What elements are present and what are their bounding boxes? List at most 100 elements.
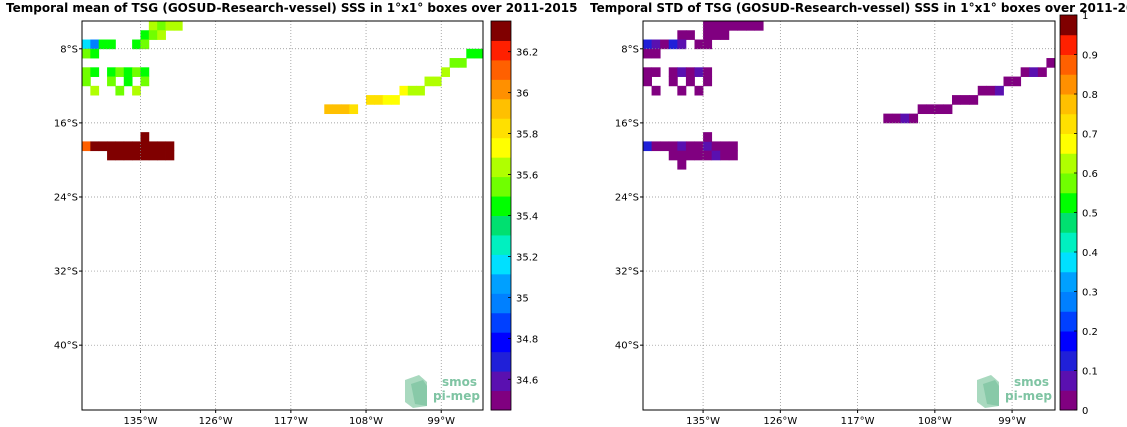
data-cell [90,141,100,152]
colorbar-segment [491,351,511,372]
logo-mark [983,380,999,406]
data-cell [720,150,730,161]
colorbar-segment [1060,113,1077,134]
data-cell [374,95,384,105]
data-cell [677,85,687,96]
data-cell [711,150,721,161]
data-cell [82,67,91,77]
data-cell [668,67,678,77]
data-cell [165,141,175,152]
colorbar-segment [1060,390,1077,411]
data-cell [926,104,936,115]
data-cell [703,21,713,31]
colorbar-tick-label: 34.6 [516,375,538,386]
data-cell [883,113,893,124]
data-cell [651,48,661,59]
mean-sss-map: 135°W 126°W 117°W 108°W 99°W 8°S 16°S 24°S 32°S 4… [54,20,538,427]
data-cell [643,141,652,152]
colorbar-segment [491,293,511,314]
data-cell [677,141,687,152]
colorbar-segment [491,254,511,275]
data-cell [140,30,150,40]
y-tick-label: 32°S [54,267,78,278]
data-cell [703,141,713,152]
data-cell [165,21,175,31]
x-tick-label: 126°W [763,416,797,427]
data-cell [82,141,91,152]
y-tick-label: 24°S [615,192,639,203]
data-cell [140,132,150,142]
colorbar-segment [491,234,511,255]
x-tick-label: 135°W [123,416,157,427]
colorbar-segment [491,157,511,178]
data-cell [694,85,704,96]
colorbar-tick-label: 0.1 [1082,367,1098,378]
colorbar-tick-label: 35 [516,293,529,304]
data-cell [157,30,166,40]
colorbar-tick-label: 0.3 [1082,288,1098,299]
data-cell [157,21,166,31]
data-cell [107,67,116,77]
colorbar-segment [1060,271,1077,292]
data-cell [746,21,755,31]
plot-frame [81,20,484,411]
data-cell [457,58,467,68]
colorbar-tick-label: 0.9 [1082,51,1098,62]
data-cell [90,48,100,59]
data-cell [123,76,133,87]
colorbar-segment [1060,311,1077,332]
std-sss-map: 135°W 126°W 117°W 108°W 99°W 8°S 16°S 24°S 32°S 4… [615,11,1098,427]
colorbar-tick-label: 35.8 [516,130,538,141]
data-cell [441,67,450,77]
data-cell [148,150,158,161]
data-cell [107,141,116,152]
colorbar-tick-label: 1 [1082,11,1088,22]
colorbar-segment [491,79,511,100]
data-cell [685,76,695,87]
data-cell [685,150,695,161]
colorbar-tick-label: 0.5 [1082,209,1098,220]
data-cell [399,85,409,96]
data-cell [677,39,687,50]
data-cell [694,150,704,161]
mean-sss-panel: Temporal mean of TSG (GOSUD-Research-ves… [0,0,577,427]
chart-title: Temporal mean of TSG (GOSUD-Research-ves… [6,1,578,15]
colorbar-tick-label: 36 [516,89,529,100]
colorbar-segment [1060,15,1077,36]
data-cell [115,67,125,77]
x-tick-label: 108°W [349,416,383,427]
colorbar-segment [1060,252,1077,273]
colorbar-segment [1060,34,1077,55]
data-cell [123,141,133,152]
y-tick-label: 8°S [621,44,639,55]
data-cell [349,104,359,115]
data-cell [449,58,459,68]
data-cell [132,39,141,50]
y-tick-label: 24°S [54,192,78,203]
colorbar-segment [491,59,511,80]
data-cell [668,39,678,50]
data-cell [711,141,721,152]
x-tick-label: 99°W [427,416,455,427]
data-cell [677,150,687,161]
data-cell [340,104,350,115]
colorbar-tick-label: 0.2 [1082,327,1098,338]
data-cell [994,85,1004,96]
colorbar-tick-label: 0 [1082,406,1088,417]
colorbar-segment [1060,153,1077,174]
y-tick-label: 32°S [615,267,639,278]
colorbar-segment [491,118,511,139]
data-cell [140,150,150,161]
data-cell [1037,67,1047,77]
data-cell [952,95,961,105]
data-cell [324,104,334,115]
data-cell [685,67,695,77]
colorbar-segment [491,215,511,236]
data-cell [720,21,730,31]
logo-text-smos: smos [1014,375,1049,389]
colorbar-segment [1060,133,1077,154]
colorbar-tick-label: 0.7 [1082,130,1098,141]
data-cell [474,48,483,59]
